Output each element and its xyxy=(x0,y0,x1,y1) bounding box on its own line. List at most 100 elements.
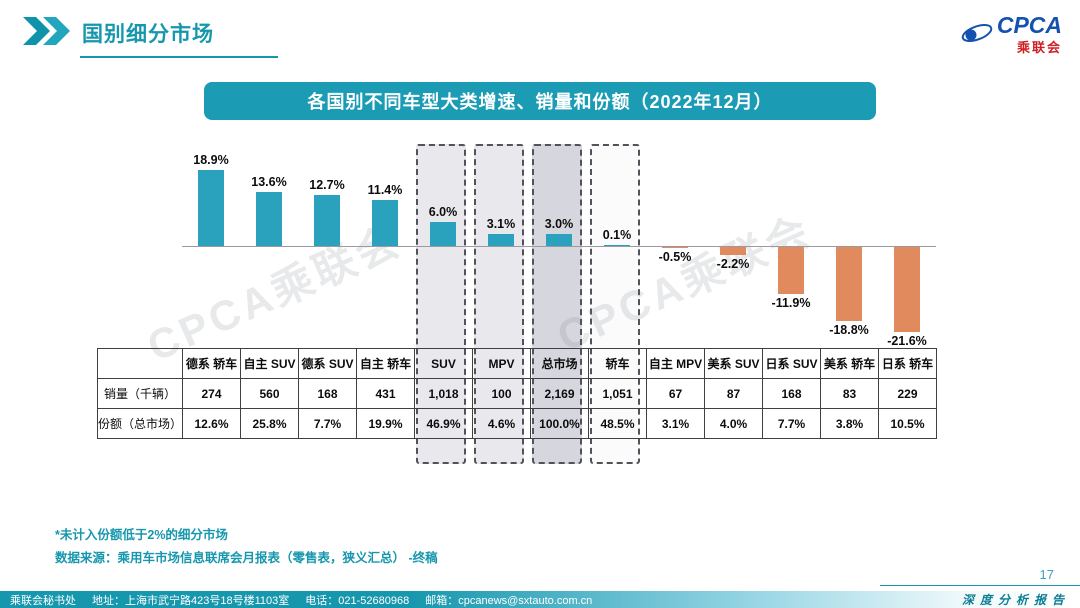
footer-phone: 电话：021-52680968 xyxy=(305,594,410,607)
data-table: 德系 轿车 自主 SUV 德系 SUV 自主 轿车 SUV MPV 总市场 轿车 自主 MPV 美… xyxy=(97,348,937,439)
bar-value-label: 0.1% xyxy=(602,228,632,242)
value-cell: 168 xyxy=(762,378,821,409)
positive-bar xyxy=(430,222,456,246)
value-cell: 1,051 xyxy=(588,378,647,409)
chart-table-wrapper: CPCA乘联会 CPCA乘联会 18.9% 13.6% 12.7% 11.4% 6.0%… xyxy=(97,144,937,464)
bar-value-label: 11.4% xyxy=(367,183,403,198)
category-header-cell: 自主 SUV xyxy=(240,348,299,379)
bar-value-label: 3.0% xyxy=(544,217,574,231)
bar-value-label: -11.9% xyxy=(771,295,811,310)
value-cell: 1,018 xyxy=(414,378,473,409)
value-cell: 4.0% xyxy=(704,408,763,439)
value-cell: 7.7% xyxy=(298,408,357,439)
bar-value-label: -0.5% xyxy=(658,250,692,264)
footer-bar: 乘联会秘书处 地址：上海市武宁路423号18号楼1103室 电话：021-526… xyxy=(0,591,1080,608)
chart-column: 6.0% xyxy=(414,150,472,348)
cpca-logo: CPCA 乘联会 xyxy=(960,14,1062,56)
chart-column: 11.4% xyxy=(356,150,414,348)
footnote-data-source: 数据来源：乘用车市场信息联席会月报表（零售表，狭义汇总） -终稿 xyxy=(55,550,438,565)
value-cell: 560 xyxy=(240,378,299,409)
positive-bar xyxy=(488,233,514,246)
positive-bar xyxy=(198,170,224,246)
footer-divider-line xyxy=(880,585,1080,586)
chart-column: 3.0% xyxy=(530,150,588,348)
logo-text: CPCA 乘联会 xyxy=(997,14,1062,56)
chart-column: -18.8% xyxy=(820,150,878,348)
value-cell: 2,169 xyxy=(530,378,589,409)
category-header-cell: 美系 SUV xyxy=(704,348,763,379)
bar-chart: 18.9% 13.6% 12.7% 11.4% 6.0% 3.1% 3.0% 0.1% -0.5… xyxy=(182,150,936,348)
negative-bar xyxy=(778,246,804,294)
chart-column: -21.6% xyxy=(878,150,936,348)
positive-bar xyxy=(372,200,398,246)
value-cell: 3.1% xyxy=(646,408,705,439)
category-header-cell: 轿车 xyxy=(588,348,647,379)
value-cell: 83 xyxy=(820,378,879,409)
value-cell: 3.8% xyxy=(820,408,879,439)
value-cell: 25.8% xyxy=(240,408,299,439)
footnote-share-threshold: *未计入份额低于2%的细分市场 xyxy=(55,528,228,542)
value-cell: 274 xyxy=(182,378,241,409)
footer-org: 乘联会秘书处 xyxy=(10,594,76,607)
bar-value-label: 18.9% xyxy=(193,153,229,168)
table-corner-cell xyxy=(97,348,183,379)
bar-value-label: 3.1% xyxy=(486,216,516,231)
footnotes: *未计入份额低于2%的细分市场 数据来源：乘用车市场信息联席会月报表（零售表，狭… xyxy=(55,524,438,569)
value-cell: 7.7% xyxy=(762,408,821,439)
header: 国别细分市场 xyxy=(22,16,278,58)
category-header-cell: SUV xyxy=(414,348,473,379)
bar-value-label: -18.8% xyxy=(829,323,869,338)
value-cell: 46.9% xyxy=(414,408,473,439)
bar-value-label: -2.2% xyxy=(716,256,750,271)
table-header-row: 德系 轿车 自主 SUV 德系 SUV 自主 轿车 SUV MPV 总市场 轿车 自主 MPV 美… xyxy=(97,348,937,379)
page-number: 17 xyxy=(1039,567,1054,582)
value-cell: 10.5% xyxy=(878,408,937,439)
value-cell: 100.0% xyxy=(530,408,589,439)
chart-title-banner: 各国别不同车型大类增速、销量和份额（2022年12月） xyxy=(204,82,876,120)
category-header-cell: 日系 SUV xyxy=(762,348,821,379)
bar-value-label: -21.6% xyxy=(887,334,927,349)
category-header-cell: 自主 MPV xyxy=(646,348,705,379)
category-header-cell: MPV xyxy=(472,348,531,379)
positive-bar xyxy=(546,234,572,246)
chart-column: 13.6% xyxy=(240,150,298,348)
category-header-cell: 自主 轿车 xyxy=(356,348,415,379)
value-cell: 87 xyxy=(704,378,763,409)
chart-column: 18.9% xyxy=(182,150,240,348)
positive-bar xyxy=(604,245,630,246)
value-cell: 19.9% xyxy=(356,408,415,439)
category-header-cell: 德系 轿车 xyxy=(182,348,241,379)
value-cell: 67 xyxy=(646,378,705,409)
chart-column: 3.1% xyxy=(472,150,530,348)
footer-contact: 乘联会秘书处 地址：上海市武宁路423号18号楼1103室 电话：021-526… xyxy=(10,592,592,608)
row-label-cell: 销量（千辆） xyxy=(97,378,183,409)
value-cell: 229 xyxy=(878,378,937,409)
zero-axis-line xyxy=(182,246,936,247)
report-type-label: 深度分析报告 xyxy=(961,593,1070,607)
cpca-logo-icon xyxy=(960,18,994,53)
footer-address: 地址：上海市武宁路423号18号楼1103室 xyxy=(92,594,290,607)
negative-bar xyxy=(836,246,862,322)
value-cell: 431 xyxy=(356,378,415,409)
value-cell: 12.6% xyxy=(182,408,241,439)
value-cell: 100 xyxy=(472,378,531,409)
chart-column: 12.7% xyxy=(298,150,356,348)
positive-bar xyxy=(314,195,340,246)
table-row: 份额（总市场） 12.6% 25.8% 7.7% 19.9% 46.9% 4.6% 100.0… xyxy=(97,408,937,439)
value-cell: 168 xyxy=(298,378,357,409)
logo-brand: CPCA xyxy=(996,12,1062,38)
negative-bar xyxy=(662,246,688,248)
category-header-cell: 日系 轿车 xyxy=(878,348,937,379)
category-header-cell: 德系 SUV xyxy=(298,348,357,379)
category-header-cell: 美系 轿车 xyxy=(820,348,879,379)
double-chevron-icon xyxy=(22,16,72,46)
negative-bar xyxy=(720,246,746,255)
bar-value-label: 13.6% xyxy=(251,174,287,189)
value-cell: 4.6% xyxy=(472,408,531,439)
chart-column: 0.1% xyxy=(588,150,646,348)
table-row: 销量（千辆） 274 560 168 431 1,018 100 2,169 1,051 67 87… xyxy=(97,378,937,409)
category-header-cell: 总市场 xyxy=(530,348,589,379)
bar-value-label: 12.7% xyxy=(309,178,345,193)
chart-column: -0.5% xyxy=(646,150,704,348)
